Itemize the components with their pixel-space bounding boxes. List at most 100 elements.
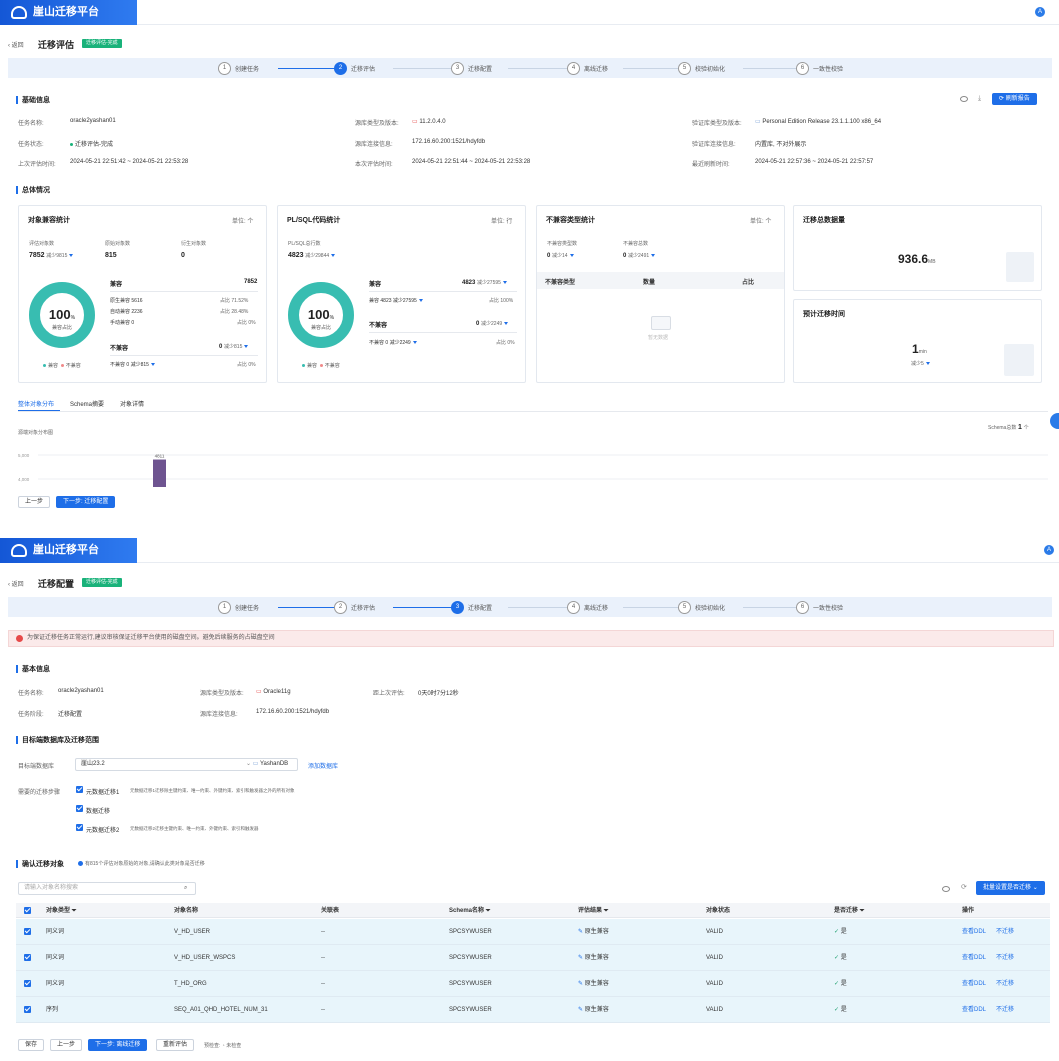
metadata1-checkbox[interactable] xyxy=(76,786,83,793)
incompat-row: 不兼容 0 减少2249 xyxy=(369,339,417,346)
chart-subtitle: 源端对象分布图 xyxy=(18,430,54,436)
row-checkbox[interactable] xyxy=(24,1006,31,1013)
incompat-ratio: 占比 0% xyxy=(237,362,256,368)
tab-object-detail[interactable]: 对象详情 xyxy=(120,402,145,408)
server-illustration-icon xyxy=(1006,252,1034,282)
no-migrate-link[interactable]: 不迁移 xyxy=(996,955,1015,961)
cloud-icon xyxy=(11,6,27,19)
step-6[interactable]: 6 一致性校验 xyxy=(796,61,843,75)
card-unit: 单位: 行 xyxy=(491,219,513,225)
download-icon[interactable]: ⤓ xyxy=(978,95,982,102)
row-checkbox[interactable] xyxy=(24,980,31,987)
object-compat-card: 对象兼容统计 单位: 个 评估对象数 7852 减少9815 原始对象数 815… xyxy=(18,205,267,383)
metadata2-checkbox[interactable] xyxy=(76,824,83,831)
card-title: PL/SQL代码统计 xyxy=(287,217,341,224)
check-icon: ✓ xyxy=(834,955,841,961)
metadata2-desc: 元数据迁移2迁移主键约束、唯一约束、外键约束、索引和触发器 xyxy=(130,826,259,831)
row-checkbox[interactable] xyxy=(24,928,31,935)
step-5[interactable]: 5 校验初始化 xyxy=(678,600,725,614)
filter-icon[interactable]: ⏷ xyxy=(859,908,865,914)
prev-step-button[interactable]: 上一步 xyxy=(50,1039,83,1051)
object-search-input[interactable]: 请输入对象名称搜索 ⌕ xyxy=(18,882,196,895)
check-icon: ✓ xyxy=(834,981,841,987)
source-version: ▭ 11.2.0.4.0 xyxy=(412,119,446,125)
filter-icon[interactable]: ⏷ xyxy=(603,908,609,914)
search-icon[interactable]: ⌕ xyxy=(184,885,188,891)
brand-logo[interactable]: 崖山迁移平台 xyxy=(0,0,137,25)
batch-migrate-button[interactable]: 批量设置是否迁移 ⌄ xyxy=(976,881,1045,895)
step-3[interactable]: 3 迁移配置 xyxy=(451,61,492,75)
filter-icon[interactable]: ⏷ xyxy=(485,908,491,914)
save-button[interactable]: 保存 xyxy=(18,1039,45,1051)
eye-icon[interactable] xyxy=(960,96,968,102)
info-label: 任务名称: xyxy=(18,121,44,127)
select-all-checkbox[interactable] xyxy=(24,907,31,914)
brand-logo[interactable]: 崖山迁移平台 xyxy=(0,538,137,563)
manual-compat: 手动兼容 0 xyxy=(110,320,135,326)
incompat-table-header: 不兼容类型 数量 占比 xyxy=(537,272,784,289)
step-4[interactable]: 4 离线迁移 xyxy=(567,61,608,75)
step-1[interactable]: 1 创建任务 xyxy=(218,600,259,614)
compat-total: 7852 xyxy=(244,279,258,285)
step-3[interactable]: 3 迁移配置 xyxy=(451,600,492,614)
since-last-assess: 0天0时7分12秒 xyxy=(418,691,459,697)
info-label: 源库类型及版本: xyxy=(355,121,399,127)
next-step-button[interactable]: 下一步: 迁移配置 xyxy=(56,496,116,508)
add-database-link[interactable]: 添加数据库 xyxy=(308,764,339,770)
reassess-button[interactable]: 重新评估 xyxy=(156,1039,195,1051)
avatar[interactable]: A xyxy=(1044,545,1054,555)
stat-incompat-total: 0 减少2491 xyxy=(623,252,656,259)
info-label: 验证库类型及版本: xyxy=(692,121,742,127)
view-ddl-link[interactable]: 查看DDL xyxy=(962,981,987,987)
target-db-label: 目标端数据库 xyxy=(18,764,55,770)
object-table: 对象类型 ⏷ 对象名称 关联表 Schema名称 ⏷ 评估结果 ⏷ 对象状态 是… xyxy=(16,903,1050,1028)
incompat-row: 不兼容 0 减少815 xyxy=(110,361,155,368)
metadata2-label: 元数据迁移2 xyxy=(86,828,120,834)
tab-overall[interactable]: 整体对象分布 xyxy=(18,402,55,408)
filter-icon[interactable]: ⏷ xyxy=(71,908,77,914)
back-link[interactable]: ‹ 返回 xyxy=(8,43,24,49)
target-db-select[interactable]: 崖山23.2 ⌄ ▭ YashanDB xyxy=(75,758,298,771)
info-label: 任务名称: xyxy=(18,691,44,697)
data-migration-checkbox[interactable] xyxy=(76,805,83,812)
refresh-icon[interactable]: ⟳ xyxy=(961,884,967,891)
step-1[interactable]: 1 创建任务 xyxy=(218,61,259,75)
no-migrate-link[interactable]: 不迁移 xyxy=(996,981,1015,987)
eye-icon[interactable] xyxy=(942,886,950,892)
page-title: 迁移评估 xyxy=(38,40,75,50)
table-row: 同义词 V_HD_USER -- SPCSYWUSER ✎ 原生兼容 VALID… xyxy=(16,919,1050,945)
row-checkbox[interactable] xyxy=(24,954,31,961)
disk-space-alert: 为保证迁移任务正常运行,建议审核保证迁移平台使用的磁盘空间。避免后续服务的占磁盘… xyxy=(8,630,1054,647)
clock-illustration-icon xyxy=(1004,344,1034,376)
compat-icon: ✎ xyxy=(578,955,585,961)
no-migrate-link[interactable]: 不迁移 xyxy=(996,1007,1015,1013)
native-ratio: 占比 71.52% xyxy=(220,298,249,304)
refresh-report-button[interactable]: ⟳ 刷新报告 xyxy=(992,93,1037,105)
side-float-button[interactable] xyxy=(1050,413,1059,429)
tab-schema-summary[interactable]: Schema摘要 xyxy=(70,402,105,408)
avatar[interactable]: A xyxy=(1035,7,1045,17)
view-ddl-link[interactable]: 查看DDL xyxy=(962,1007,987,1013)
view-ddl-link[interactable]: 查看DDL xyxy=(962,929,987,935)
next-step-button[interactable]: 下一步: 离线迁移 xyxy=(88,1039,148,1051)
step-2[interactable]: 2 迁移评估 xyxy=(334,600,375,614)
view-ddl-link[interactable]: 查看DDL xyxy=(962,955,987,961)
step-4[interactable]: 4 离线迁移 xyxy=(567,600,608,614)
task-status: 迁移评估-完成 xyxy=(70,139,113,148)
step-5[interactable]: 5 校验初始化 xyxy=(678,61,725,75)
object-distribution-chart: 5,000 4,000 4811 xyxy=(18,453,1048,487)
stat-label: PL/SQL总行数 xyxy=(288,241,321,247)
no-migrate-link[interactable]: 不迁移 xyxy=(996,929,1015,935)
info-label: 源库连接信息: xyxy=(200,712,238,718)
prev-step-button[interactable]: 上一步 xyxy=(18,496,51,508)
step-6[interactable]: 6 一致性校验 xyxy=(796,600,843,614)
page-title: 迁移配置 xyxy=(38,579,75,589)
migration-steps-label: 需要的迁移步骤 xyxy=(18,790,61,796)
back-link[interactable]: ‹ 返回 xyxy=(8,582,24,588)
incompat-label: 不兼容 xyxy=(110,346,129,352)
step-2[interactable]: 2 迁移评估 xyxy=(334,61,375,75)
table-row: 同义词 V_HD_USER_WSPCS -- SPCSYWUSER ✎ 原生兼容… xyxy=(16,945,1050,971)
manual-ratio: 占比 0% xyxy=(237,320,256,326)
compat-ratio: 占比 100% xyxy=(489,298,514,304)
source-conn: 172.16.60.200:1521/hdyfdb xyxy=(412,139,486,145)
